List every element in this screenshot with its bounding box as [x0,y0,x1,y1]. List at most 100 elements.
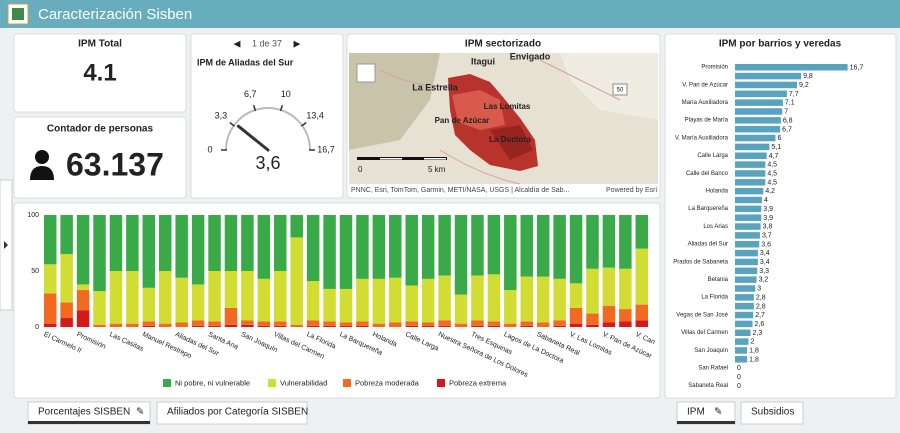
value-label: 6 [777,135,781,142]
bar-segment [109,271,123,324]
bar-segment [602,267,616,306]
road-shield [612,83,628,96]
pager-next[interactable]: ▶ [294,38,301,48]
y-tick-label: Prados de Sabaneta [673,259,728,265]
bar [735,285,756,292]
bar-segment [76,310,90,327]
legend-swatch [163,379,171,387]
card [190,33,344,199]
bar-segment [372,323,386,327]
bar [735,205,762,213]
bar-segment [520,325,534,327]
bar-segment [274,325,287,327]
gauge-value: 3,6 [255,153,280,173]
value-label: 4,5 [767,171,777,178]
card-title: IPM sectorizado [465,39,541,50]
tab[interactable] [676,401,736,425]
bar [735,214,762,221]
tab[interactable] [740,401,804,425]
bar-segment [454,294,468,324]
gauge-tick [279,105,284,112]
card-title: IPM Total [78,39,122,50]
bar-segment [60,318,73,327]
bar-segment [191,284,205,321]
value-label: 3,8 [763,224,773,231]
bar-segment [471,325,484,327]
bar [735,152,767,159]
bar-segment [553,325,566,327]
bar [735,356,748,363]
y-tick-label: V. María Auxiliadora [675,135,729,141]
bar [735,170,766,177]
bar-segment [438,320,451,326]
bar-segment [241,215,254,271]
bar-segment [635,304,649,321]
bar-segment [290,237,303,325]
bar-segment [142,321,156,326]
value-label: 6,8 [783,117,793,124]
region [490,125,533,160]
bar-segment [471,275,484,321]
bar-segment [619,309,632,322]
bar-segment [43,264,57,294]
bar-segment [372,215,386,279]
tab-label: Afiliados por Categoría SISBEN [167,407,308,418]
bar [735,241,760,248]
bar [735,179,766,186]
y-tick-label: Vegas de San José [676,312,728,318]
bar-segment [323,325,336,327]
tab[interactable] [156,401,308,425]
bar-segment [224,307,238,325]
bar-segment [553,278,566,321]
bar-segment [76,290,90,311]
value-label: 2,3 [753,330,763,337]
tab-active [28,421,150,424]
bar-segment [487,325,501,327]
bar-segment [76,284,90,291]
bar-segment [306,320,320,326]
bar-segment [635,248,649,305]
bar [735,320,753,328]
card [664,33,897,399]
edit-icon[interactable]: ✎ [136,407,144,418]
bar-segment [520,321,534,326]
y-tick-label: Sabaneta Real [688,383,728,389]
bar-segment [43,215,57,265]
bar-segment [339,322,353,326]
y-tick-label: 50 [31,268,39,275]
map-label: Itagui [471,56,495,66]
value-label: 4,5 [767,179,777,186]
legend-label: Pobreza moderada [355,378,420,387]
pager-prev[interactable]: ◀ [234,38,241,48]
logo-inner [12,8,24,20]
bar-segment [241,324,254,327]
gauge-tick-label: 16,7 [317,144,335,154]
bar-segment [208,325,221,327]
map-tool[interactable] [356,63,376,83]
bar [735,187,764,195]
bar-segment [471,320,484,326]
value-label: 3 [757,286,761,293]
bar-segment [306,215,320,282]
scale-bar [424,158,446,160]
bar-segment [421,322,435,326]
bar-segment [405,285,418,322]
y-tick-label: Betania [708,277,729,283]
bar-segment [504,323,517,327]
y-tick-label: La Florida [701,295,728,301]
value-label: 2,8 [756,303,766,310]
bar-segment [290,215,303,238]
bar-segment [323,215,336,289]
bar-segment [553,320,566,326]
bar-segment [257,278,271,322]
edit-icon[interactable]: ✎ [714,407,722,418]
y-tick-label: Promisión [701,65,728,71]
value-label: 1,8 [749,348,759,355]
bar-segment [274,271,287,322]
map-label: Las Lomitas [484,102,531,111]
bar-segment [257,215,271,279]
y-tick-label: San Joaquín [694,348,728,354]
y-tick-label: Calle del Banco [686,171,729,177]
bar-segment [405,325,418,327]
